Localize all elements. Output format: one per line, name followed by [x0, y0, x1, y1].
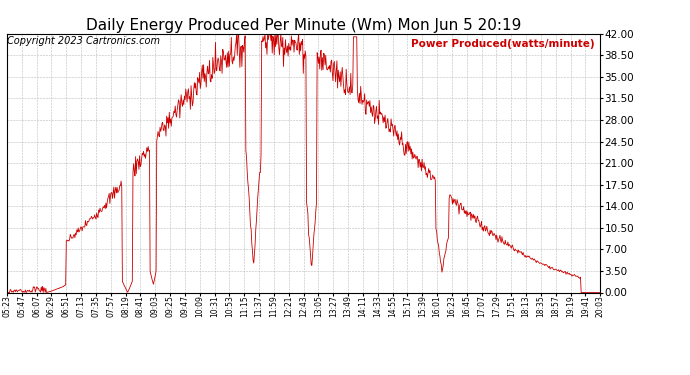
Text: Copyright 2023 Cartronics.com: Copyright 2023 Cartronics.com	[8, 36, 161, 46]
Text: Power Produced(watts/minute): Power Produced(watts/minute)	[411, 39, 594, 49]
Title: Daily Energy Produced Per Minute (Wm) Mon Jun 5 20:19: Daily Energy Produced Per Minute (Wm) Mo…	[86, 18, 521, 33]
